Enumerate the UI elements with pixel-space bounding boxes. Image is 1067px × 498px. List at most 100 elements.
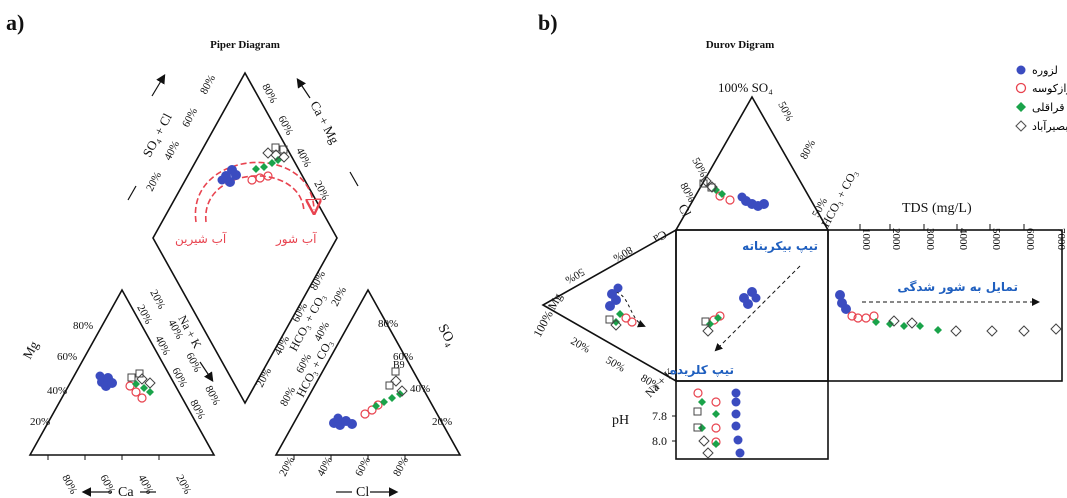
tick: 2000	[890, 228, 902, 251]
points-lezureh	[95, 165, 357, 430]
so4-apex-label: 100% SO₄	[718, 80, 773, 95]
tick: 80%	[73, 320, 93, 332]
tick: 80%	[677, 181, 697, 204]
tick: 20%	[173, 473, 193, 496]
cl-axis: Cl	[336, 485, 399, 498]
tick: 40%	[410, 383, 430, 395]
legend-marker-filled-diamond	[1016, 102, 1026, 112]
tick: 50%	[775, 100, 795, 123]
durov-structure	[541, 95, 1063, 460]
points-basirabad	[605, 175, 1062, 459]
tick: 60%	[180, 106, 200, 129]
tick: 80%	[611, 243, 634, 263]
tick: 60%	[57, 351, 77, 363]
tick: 40%	[47, 385, 67, 397]
tick: 80%	[798, 138, 818, 161]
na-k-arrow	[199, 361, 214, 382]
tick: 60%	[353, 455, 373, 478]
mg-axis-label: Mg	[20, 338, 42, 362]
tick: 20%	[432, 416, 452, 428]
legend: لزوره ارازکوسه قراقلی بصیرآباد	[1015, 64, 1067, 133]
tds-ticks: 1000 2000 3000 4000 5000 6000 7000	[860, 228, 1067, 251]
tds-title: TDS (mg/L)	[902, 201, 972, 216]
points-arazkuseh	[125, 171, 383, 419]
legend-label: قراقلی	[1032, 101, 1064, 114]
legend-marker-open-circle	[1015, 82, 1027, 94]
evolution-arc-outer	[194, 161, 314, 223]
tick: 20%	[569, 335, 592, 355]
tick: 40%	[152, 334, 172, 357]
legend-marker-open-diamond	[1015, 120, 1027, 132]
tick: 1000	[860, 228, 872, 251]
tick: 80%	[378, 318, 398, 330]
left-tri-mg-ticks: 20% 40% 60% 80%	[30, 320, 93, 428]
ph-tick-8-0: 8.0	[652, 434, 667, 448]
fresh-water-label: آب شیرین	[175, 231, 227, 247]
tick: 60%	[97, 473, 117, 496]
tick: 20%	[134, 303, 154, 326]
tick: 50%	[604, 354, 627, 374]
ph-title: pH	[612, 413, 629, 428]
tick: 80%	[308, 269, 328, 292]
ca-mg-dash	[349, 171, 359, 187]
tick: 20%	[329, 285, 349, 308]
tick: 80%	[187, 398, 207, 421]
tick: 80%	[59, 473, 79, 496]
legend-label: لزوره	[1032, 64, 1058, 77]
durov-points	[605, 175, 1062, 459]
piper-title: Piper Diagram	[210, 39, 280, 51]
so4-cl-dash	[127, 185, 137, 201]
legend-label: بصیرآباد	[1032, 119, 1067, 133]
ph-tick-7-8: 7.8	[652, 409, 667, 423]
tick: 4000	[957, 228, 969, 251]
points-lezureh	[605, 192, 851, 458]
tick: 7000	[1055, 228, 1067, 251]
tick: 5000	[990, 228, 1002, 251]
panel-a-letter: a)	[6, 10, 24, 35]
so4-axis-label: SO₄	[434, 322, 458, 349]
points-basirabad	[127, 143, 408, 397]
salinity-trend-label: تمایل به شور شدگی	[897, 280, 1018, 295]
tick: 20%	[147, 288, 167, 311]
legend-marker-filled-circle	[1016, 65, 1026, 75]
piper-ticks	[47, 455, 406, 460]
points-gharaghoni	[612, 186, 942, 448]
hco3-co3-axis-label: HCO₃ + CO₃	[818, 167, 860, 229]
tick: 60%	[393, 351, 413, 363]
ca-axis: Ca	[81, 485, 156, 498]
tick: 40%	[135, 473, 155, 496]
right-tri-so4-ticks: 80% 60% 40% 20%	[378, 318, 452, 428]
tick: 20%	[144, 170, 164, 193]
left-tri-upper-ticks: 50% 80%	[563, 243, 634, 285]
tick: 80%	[198, 73, 218, 96]
tick: 80%	[259, 82, 279, 105]
legend-label: ارازکوسه	[1032, 82, 1067, 95]
type-arrow	[714, 265, 801, 352]
ca-mg-arrow	[296, 78, 311, 99]
tick: 3000	[924, 228, 936, 251]
durov-tds-box	[827, 229, 1063, 382]
piper-points	[95, 143, 408, 430]
tick: 20%	[254, 366, 274, 389]
left-tri-arrow	[615, 291, 646, 328]
bicarbonate-type-label: تیپ بیکربناته	[742, 239, 818, 253]
so4-cl-arrow	[151, 73, 166, 97]
tick: 40%	[162, 139, 182, 162]
piper-diamond	[152, 71, 338, 405]
chloride-type-label: تیپ کلریده	[670, 363, 734, 377]
tick: 80%	[202, 384, 222, 407]
tick: 40%	[315, 455, 335, 478]
panel-b-letter: b)	[538, 10, 558, 35]
tick: 60%	[169, 366, 189, 389]
b9-label: B9	[393, 360, 405, 371]
ca-axis-label: Ca	[118, 485, 134, 498]
tds-tickmarks	[859, 224, 1025, 230]
durov-ph-box	[675, 380, 829, 460]
tick: 6000	[1024, 228, 1036, 251]
saline-water-label: آب شور	[275, 231, 317, 247]
top-tri-right-ticks: 50% 80% 50%	[775, 100, 830, 220]
cl-axis-label: Cl	[356, 485, 369, 498]
tick: 80%	[391, 455, 411, 478]
